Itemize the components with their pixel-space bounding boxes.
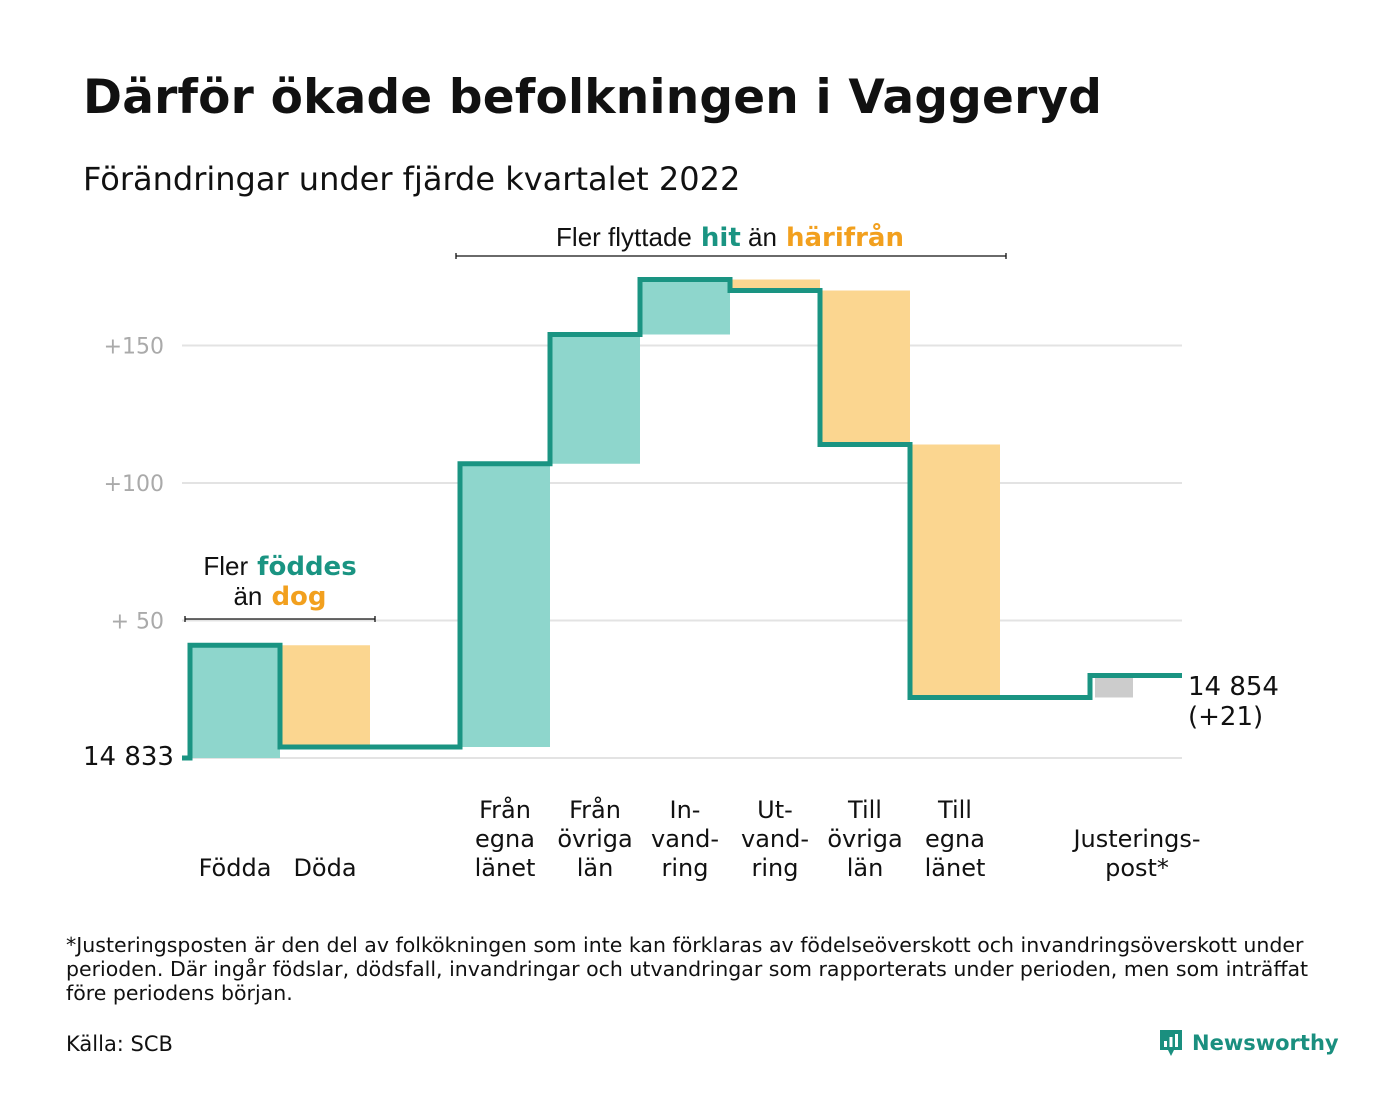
end-value-label: 14 854 [1188,672,1279,702]
category-label: Födda [199,854,272,882]
waterfall-bar [1095,675,1133,698]
category-label: övriga [827,825,902,853]
births-annotation-line1-part: föddes [248,552,357,582]
waterfall-bar [730,279,820,291]
category-label: län [577,854,614,882]
waterfall-bar [190,645,280,758]
migration-annotation-part: härifrån [777,221,904,253]
category-label: Ut- [757,796,793,824]
category-label: Döda [293,854,356,882]
chart-title: Därför ökade befolkningen i Vaggeryd [83,70,1103,125]
footnote: *Justeringsposten är den del av folkökni… [66,933,1309,1005]
waterfall-bar [280,645,370,747]
category-label: Till [847,796,882,824]
waterfall-bar [820,290,910,445]
category-label: In- [670,796,701,824]
births-annotation-line2-part: än [233,581,262,611]
category-label: vand- [741,825,809,853]
births-annotation-line2: än dog [233,581,326,612]
migration-annotation-part: hit [692,223,741,253]
births-annotation-line1: Fler föddes [203,551,356,582]
newsworthy-logo-icon [1160,1030,1182,1056]
migration-annotation: Fler flyttade hit än härifrån [556,221,904,253]
category-label: egna [475,825,535,853]
migration-annotation-part: Fler flyttade [556,222,692,252]
category-label: Från [479,795,531,824]
chart-subtitle: Förändringar under fjärde kvartalet 2022 [83,160,741,198]
brand: Newsworthy [1158,1028,1339,1058]
category-label: länet [925,854,986,882]
category-label: län [847,854,884,882]
brand-name: Newsworthy [1192,1031,1339,1055]
category-label: övriga [557,825,632,853]
category-label: länet [475,854,536,882]
start-value-label: 14 833 [83,742,174,772]
waterfall-bar [550,334,640,464]
waterfall-bar [640,279,730,335]
category-label: vand- [651,825,719,853]
waterfall-bar [460,463,550,747]
births-annotation-line2-part: dog [262,582,326,612]
category-label: Från [569,795,621,824]
y-tick-label: +100 [104,472,164,497]
category-label: Justerings- [1071,825,1200,853]
y-tick-label: + 50 [111,610,164,635]
category-label: ring [662,854,709,882]
end-change-label: (+21) [1188,702,1263,732]
category-label: post* [1105,854,1169,882]
cumulative-step-line [182,277,1182,761]
source-label: Källa: SCB [66,1032,173,1056]
category-label: egna [925,825,985,853]
births-annotation-line1-part: Fler [203,551,248,581]
y-tick-label: +150 [104,335,164,360]
category-label: ring [752,854,799,882]
waterfall-bar [910,444,1000,698]
migration-annotation-part: än [741,222,777,252]
category-label: Till [937,796,972,824]
